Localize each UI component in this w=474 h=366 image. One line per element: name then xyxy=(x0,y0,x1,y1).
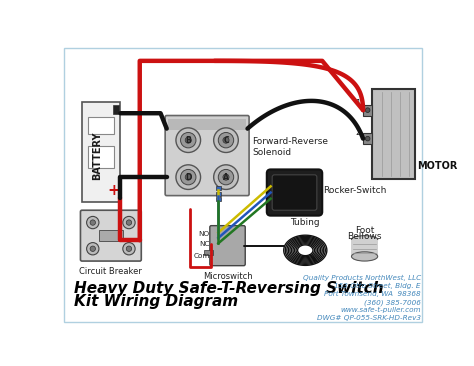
Bar xyxy=(372,89,415,179)
Text: Forward-Reverse: Forward-Reverse xyxy=(252,137,328,146)
Text: DWG# QP-055-SRK-HD-Rev3: DWG# QP-055-SRK-HD-Rev3 xyxy=(317,315,421,321)
FancyBboxPatch shape xyxy=(272,175,317,210)
Circle shape xyxy=(87,243,99,255)
Circle shape xyxy=(126,246,132,251)
Circle shape xyxy=(365,136,370,141)
Bar xyxy=(363,133,372,144)
Text: www.safe-t-puller.com: www.safe-t-puller.com xyxy=(340,307,421,313)
Text: (360) 385-7006: (360) 385-7006 xyxy=(364,299,421,306)
FancyBboxPatch shape xyxy=(267,169,322,216)
Circle shape xyxy=(223,174,229,180)
Bar xyxy=(216,192,220,195)
Text: Port Townsend, WA  98368: Port Townsend, WA 98368 xyxy=(324,291,421,297)
Text: Microswitch: Microswitch xyxy=(203,272,252,281)
Text: Quality Products NorthWest, LLC: Quality Products NorthWest, LLC xyxy=(302,275,421,281)
Text: Rocker-Switch: Rocker-Switch xyxy=(323,187,386,195)
Bar xyxy=(216,186,220,190)
Text: MOTOR: MOTOR xyxy=(417,161,457,171)
Circle shape xyxy=(214,128,238,153)
Circle shape xyxy=(123,243,135,255)
Circle shape xyxy=(181,169,196,185)
Text: 1: 1 xyxy=(356,100,361,108)
Circle shape xyxy=(87,216,99,229)
Text: Kit Wiring Diagram: Kit Wiring Diagram xyxy=(74,294,238,309)
Text: BATTERY: BATTERY xyxy=(92,131,102,180)
Circle shape xyxy=(365,108,370,112)
Text: Circuit Breaker: Circuit Breaker xyxy=(80,267,142,276)
Text: NC: NC xyxy=(199,241,210,247)
Circle shape xyxy=(185,174,191,180)
Text: C: C xyxy=(223,136,229,145)
FancyBboxPatch shape xyxy=(81,210,141,261)
Bar xyxy=(99,230,123,241)
Text: NO: NO xyxy=(199,231,210,237)
Circle shape xyxy=(219,132,234,148)
Circle shape xyxy=(90,220,95,225)
Text: +: + xyxy=(107,183,120,198)
FancyBboxPatch shape xyxy=(82,102,120,202)
Text: Solenoid: Solenoid xyxy=(252,148,292,157)
Text: Com: Com xyxy=(193,253,210,259)
Circle shape xyxy=(123,216,135,229)
Text: D: D xyxy=(185,173,191,182)
Text: Foot: Foot xyxy=(355,226,374,235)
Text: 2: 2 xyxy=(356,128,361,137)
Text: A: A xyxy=(223,173,229,182)
Ellipse shape xyxy=(352,252,378,261)
Bar xyxy=(113,105,119,114)
Bar xyxy=(88,146,114,168)
Circle shape xyxy=(126,220,132,225)
Circle shape xyxy=(181,132,196,148)
Bar xyxy=(88,117,114,134)
Circle shape xyxy=(90,246,95,251)
Circle shape xyxy=(223,137,229,143)
Text: Bellows: Bellows xyxy=(347,232,382,241)
FancyBboxPatch shape xyxy=(210,226,245,266)
Circle shape xyxy=(176,165,201,190)
Bar xyxy=(363,105,372,116)
Circle shape xyxy=(219,169,234,185)
Text: Tubing: Tubing xyxy=(291,218,320,227)
Bar xyxy=(168,119,246,130)
Text: B: B xyxy=(185,136,191,145)
Bar xyxy=(352,239,378,257)
Bar xyxy=(204,250,213,255)
Circle shape xyxy=(176,128,201,153)
Ellipse shape xyxy=(352,236,378,243)
Circle shape xyxy=(185,137,191,143)
Text: 153 Otto Street, Bldg. E: 153 Otto Street, Bldg. E xyxy=(334,283,421,289)
Bar xyxy=(216,197,220,201)
Circle shape xyxy=(214,165,238,190)
FancyBboxPatch shape xyxy=(165,116,249,195)
Text: Heavy Duty Safe-T-Reversing Switch: Heavy Duty Safe-T-Reversing Switch xyxy=(74,281,384,296)
